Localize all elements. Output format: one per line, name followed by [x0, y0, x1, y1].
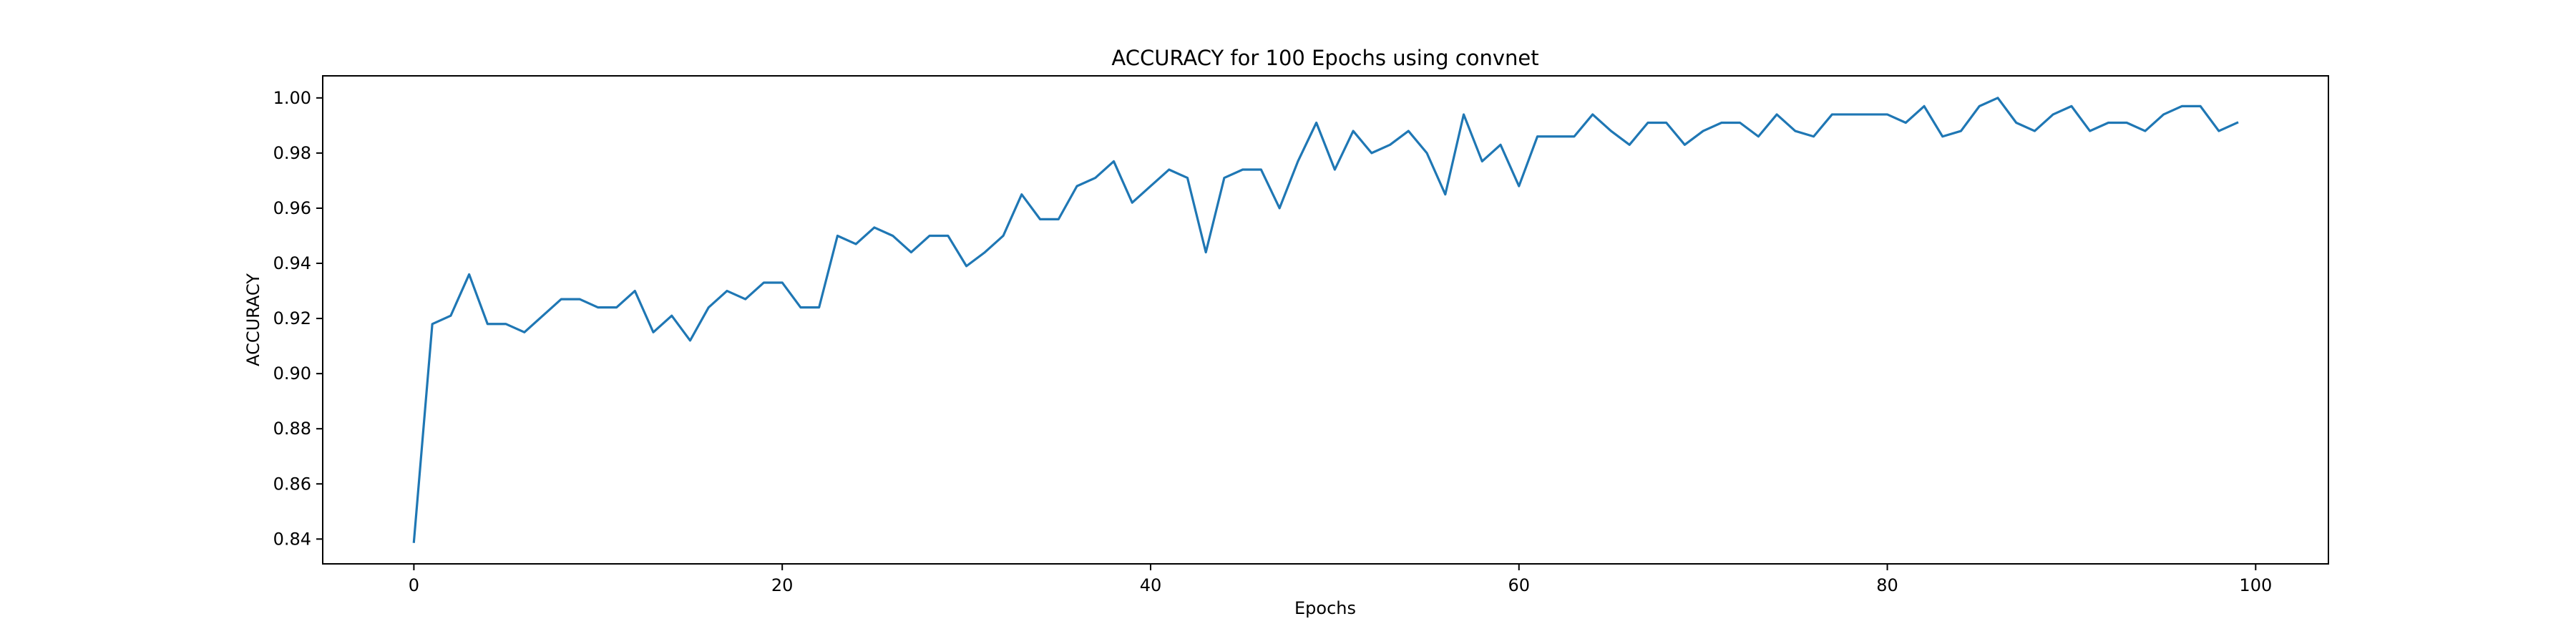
plot-frame — [322, 75, 2329, 565]
x-tick-label: 20 — [771, 575, 794, 595]
plot-area: 0 20 40 60 80 100 0.84 0.86 0.88 0.90 0.92 0.94 0.9… — [273, 75, 2329, 595]
chart-title: ACCURACY for 100 Epochs using convnet — [1111, 46, 1538, 70]
y-tick-label: 0.88 — [273, 419, 311, 439]
y-tick-label: 0.96 — [273, 198, 311, 218]
x-axis-label: Epochs — [1294, 598, 1356, 618]
x-tick-label: 100 — [2239, 575, 2272, 595]
x-tick-label: 80 — [1876, 575, 1898, 595]
y-tick-label: 0.92 — [273, 308, 311, 328]
x-tick-label: 60 — [1508, 575, 1530, 595]
y-tick-label: 1.00 — [273, 88, 311, 108]
y-tick-label: 0.94 — [273, 253, 311, 273]
x-tick-label: 0 — [409, 575, 419, 595]
y-tick-label: 0.86 — [273, 474, 311, 494]
y-axis-label: ACCURACY — [243, 273, 263, 366]
y-axis: 0.84 0.86 0.88 0.90 0.92 0.94 0.96 0.98 1.00 — [273, 88, 323, 549]
y-tick-label: 0.98 — [273, 143, 311, 163]
x-tick-label: 40 — [1140, 575, 1162, 595]
y-tick-label: 0.84 — [273, 529, 311, 549]
y-tick-label: 0.90 — [273, 364, 311, 384]
accuracy-series-line — [412, 97, 2239, 543]
x-axis: 0 20 40 60 80 100 — [409, 564, 2272, 595]
